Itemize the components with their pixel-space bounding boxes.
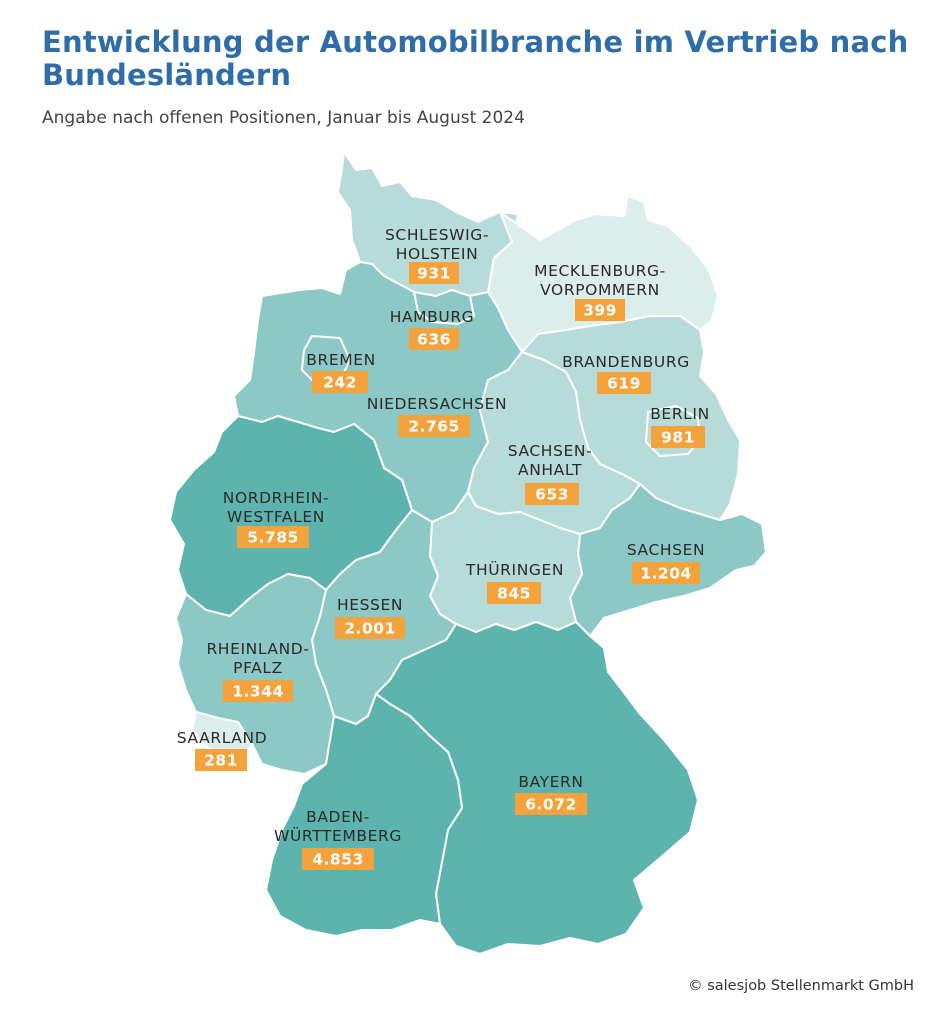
chart-title: Entwicklung der Automobilbranche im Vert…	[42, 25, 909, 92]
state-label-th: THÜRINGEN 845	[465, 560, 564, 604]
state-label-sn: SACHSEN 1.204	[627, 541, 705, 584]
value-text-mv: 399	[583, 302, 617, 320]
value-text-hb: 242	[323, 374, 357, 392]
value-text-rp: 1.344	[232, 683, 284, 701]
state-name-bw-line1: BADEN-	[306, 808, 370, 826]
state-name-rp-line1: RHEINLAND-	[206, 640, 309, 658]
state-name-nw-line1: NORDRHEIN-	[223, 489, 329, 507]
value-text-sn: 1.204	[640, 565, 692, 583]
value-badge-th	[487, 582, 541, 604]
state-name-hb-line1: BREMEN	[306, 351, 376, 369]
value-text-th: 845	[497, 585, 531, 603]
state-name-bw-line2: WÜRTTEMBERG	[274, 826, 402, 845]
state-label-bw: BADEN-WÜRTTEMBERG 4.853	[274, 808, 402, 870]
state-name-rp-line2: PFALZ	[233, 659, 283, 677]
value-badge-mv	[575, 299, 625, 321]
value-text-sl: 281	[204, 752, 238, 770]
state-name-mv-line2: VORPOMMERN	[540, 281, 660, 299]
value-badge-be	[651, 426, 705, 448]
state-label-st: SACHSEN-ANHALT 653	[508, 442, 593, 505]
value-badge-rp	[223, 680, 293, 702]
value-badge-hb	[312, 371, 368, 393]
chart-subtitle: Angabe nach offenen Positionen, Januar b…	[42, 108, 525, 128]
state-name-by-line1: BAYERN	[518, 773, 583, 791]
value-text-sh: 931	[417, 265, 451, 283]
copyright-credit: © salesjob Stellenmarkt GmbH	[688, 978, 914, 994]
state-name-nw-line2: WESTFALEN	[227, 508, 325, 526]
value-text-hh: 636	[417, 331, 451, 349]
state-label-ni: NIEDERSACHSEN 2.765	[367, 395, 507, 437]
state-name-sh-line1: SCHLESWIG-	[385, 226, 489, 244]
value-text-he: 2.001	[344, 620, 396, 638]
state-name-mv-line1: MECKLENBURG-	[534, 262, 666, 280]
state-name-st-line1: SACHSEN-	[508, 442, 593, 460]
state-label-hh: HAMBURG 636	[390, 308, 475, 350]
state-name-bb-line1: BRANDENBURG	[562, 353, 690, 371]
value-badge-by	[515, 793, 587, 815]
value-badge-ni	[398, 415, 470, 437]
state-name-be-line1: BERLIN	[650, 405, 710, 423]
state-label-sh: SCHLESWIG-HOLSTEIN 931	[385, 226, 489, 284]
value-text-by: 6.072	[525, 796, 577, 814]
value-text-st: 653	[535, 486, 569, 504]
state-label-nw: NORDRHEIN-WESTFALEN 5.785	[223, 489, 329, 548]
state-name-th-line1: THÜRINGEN	[465, 560, 564, 579]
state-label-by: BAYERN 6.072	[515, 773, 587, 815]
value-badge-he	[335, 617, 405, 639]
value-text-nw: 5.785	[247, 529, 299, 547]
value-badge-sl	[195, 749, 247, 771]
value-badge-st	[525, 483, 579, 505]
state-name-st-line2: ANHALT	[518, 461, 582, 479]
state-name-sl-line1: SAARLAND	[177, 729, 267, 747]
state-label-bb: BRANDENBURG 619	[562, 353, 690, 394]
state-label-hb: BREMEN 242	[306, 351, 376, 393]
state-label-he: HESSEN 2.001	[335, 596, 405, 639]
value-text-ni: 2.765	[408, 418, 460, 436]
state-name-sh-line2: HOLSTEIN	[396, 245, 479, 263]
value-badge-sh	[409, 262, 459, 284]
value-badge-hh	[409, 328, 459, 350]
value-badge-nw	[237, 526, 309, 548]
state-label-sl: SAARLAND 281	[177, 729, 267, 771]
state-name-hh-line1: HAMBURG	[390, 308, 475, 326]
value-badge-bb	[597, 372, 651, 394]
value-text-be: 981	[661, 429, 695, 447]
value-badge-bw	[302, 848, 374, 870]
state-name-ni-line1: NIEDERSACHSEN	[367, 395, 507, 413]
value-text-bb: 619	[607, 375, 641, 393]
state-name-he-line1: HESSEN	[337, 596, 403, 614]
state-name-sn-line1: SACHSEN	[627, 541, 705, 559]
value-badge-sn	[632, 562, 700, 584]
state-label-rp: RHEINLAND-PFALZ 1.344	[206, 640, 309, 702]
state-label-be: BERLIN 981	[650, 405, 710, 448]
value-text-bw: 4.853	[312, 851, 364, 869]
state-label-mv: MECKLENBURG-VORPOMMERN 399	[534, 262, 666, 321]
state-shape-bw	[265, 693, 463, 937]
